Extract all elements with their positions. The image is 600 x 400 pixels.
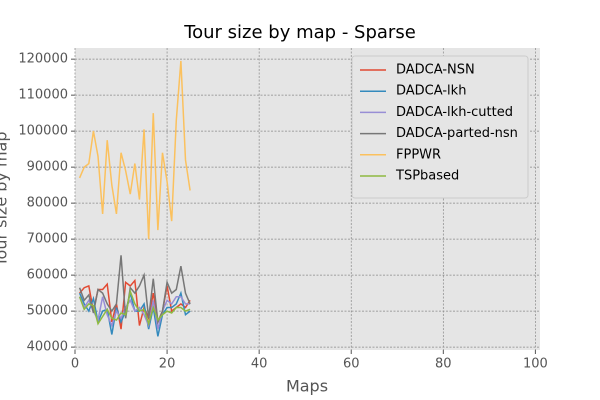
x-axis-label: Maps [286,377,328,396]
y-tick-label: 80000 [27,196,68,211]
x-tick-label: 40 [251,357,268,372]
y-tick-label: 60000 [27,268,68,283]
y-tick-label: 100000 [18,124,68,139]
legend-box [351,55,529,199]
series-line [78,255,191,325]
legend-label: TSPbased [395,169,459,184]
legend-label: DADCA-lkh [396,84,466,99]
y-tick-label: 120000 [18,52,68,67]
y-tick-label: 50000 [27,304,68,319]
legend-label: DADCA-parted-nsn [396,126,518,141]
y-tick-label: 110000 [18,88,68,103]
y-tick-label: 70000 [27,232,68,247]
series-line [78,295,191,330]
x-tick-label: 0 [71,357,79,372]
y-axis-label: Tour size by map [0,131,11,267]
legend-label: DADCA-lkh-cutted [396,105,513,120]
legend-label: DADCA-NSN [396,63,475,78]
y-tick-label: 90000 [27,160,68,175]
x-tick-label: 60 [343,357,360,372]
series-line [78,60,191,240]
legend-label: FPPWR [396,147,441,162]
series-line [78,288,191,327]
x-tick-label: 20 [159,357,176,372]
x-tick-label: 80 [435,357,452,372]
x-tick-label: 100 [523,357,548,372]
y-tick-label: 40000 [27,340,68,355]
chart-title: Tour size by map - Sparse [183,22,416,43]
